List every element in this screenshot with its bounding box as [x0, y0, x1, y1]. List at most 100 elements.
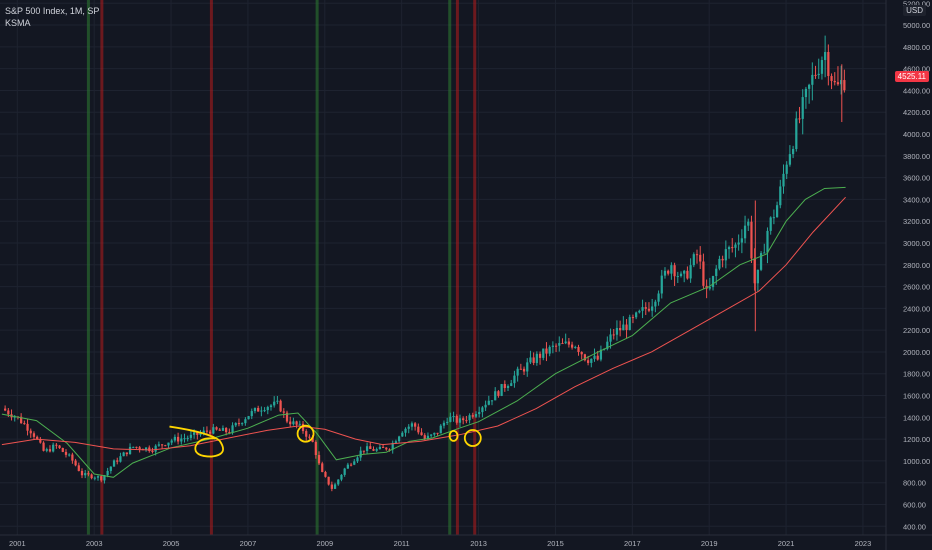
candle-down — [228, 432, 231, 434]
candle-up — [759, 253, 763, 270]
candle-up — [599, 349, 603, 360]
candle-up — [683, 270, 686, 274]
candle-up — [260, 410, 263, 412]
candle-up — [474, 414, 478, 417]
candle-down — [462, 418, 465, 421]
candle-down — [625, 324, 628, 330]
candle-up — [359, 450, 362, 458]
y-tick-label: 1600.00 — [903, 392, 930, 401]
y-tick-label: 4400.00 — [903, 86, 930, 95]
y-tick-label: 1000.00 — [903, 457, 930, 466]
candle-down — [814, 74, 817, 76]
candle-up — [769, 217, 772, 231]
candle-down — [532, 357, 535, 363]
candle-down — [570, 344, 574, 348]
candle-up — [820, 60, 824, 74]
candle-down — [151, 450, 154, 452]
x-tick-label: 2017 — [624, 539, 641, 548]
y-tick-label: 4200.00 — [903, 108, 930, 117]
candle-up — [775, 205, 779, 218]
candle-up — [635, 312, 638, 318]
candle-up — [795, 118, 798, 149]
candle-down — [116, 460, 119, 462]
moving-averages — [1, 186, 846, 478]
candle-up — [109, 466, 112, 471]
candle-down — [497, 391, 500, 396]
candle-up — [718, 258, 721, 269]
candle-down — [289, 421, 292, 425]
candle-up — [526, 362, 529, 372]
candle-up — [551, 345, 554, 347]
y-tick-label: 4000.00 — [903, 130, 930, 139]
candle-down — [833, 80, 836, 83]
candle-up — [808, 84, 811, 89]
currency-label[interactable]: USD — [903, 5, 926, 16]
candle-down — [138, 447, 141, 450]
candle-down — [414, 423, 417, 427]
candle-up — [484, 404, 487, 408]
candle-up — [45, 449, 48, 451]
candle-up — [186, 437, 189, 439]
candle-down — [305, 431, 308, 437]
candle-up — [676, 276, 679, 278]
candle-down — [218, 429, 221, 431]
candle-up — [356, 457, 359, 462]
candle-up — [740, 238, 743, 243]
candle-up — [84, 473, 87, 476]
last-price-tag: 4525.11 — [894, 70, 929, 82]
candle-up — [779, 186, 782, 206]
signal-band-green — [315, 0, 319, 535]
candle-down — [596, 355, 599, 360]
candle-down — [423, 435, 426, 440]
candle-up — [606, 341, 609, 349]
candle-up — [103, 475, 106, 481]
candle-up — [292, 421, 295, 425]
x-tick-label: 2019 — [701, 539, 718, 548]
candle-down — [148, 447, 151, 451]
candle-up — [651, 306, 654, 311]
candle-up — [192, 432, 196, 435]
candle-up — [378, 446, 382, 450]
candle-up — [657, 293, 660, 302]
y-tick-label: 600.00 — [903, 500, 926, 509]
candle-up — [446, 421, 449, 423]
candle-up — [663, 270, 667, 276]
candle-up — [654, 301, 657, 307]
candle-up — [449, 416, 452, 422]
candle-up — [241, 423, 244, 425]
candle-down — [567, 341, 571, 345]
candle-up — [199, 433, 202, 435]
candle-up — [144, 447, 148, 451]
candle-up — [468, 415, 471, 421]
candle-down — [321, 463, 324, 472]
y-tick-label: 1800.00 — [903, 370, 930, 379]
candle-up — [622, 324, 625, 331]
candle-down — [90, 474, 93, 479]
y-tick-label: 3800.00 — [903, 152, 930, 161]
candle-up — [397, 436, 401, 442]
x-tick-label: 2009 — [316, 539, 333, 548]
candle-down — [26, 423, 29, 431]
candle-up — [183, 438, 186, 440]
signal-band-green — [86, 0, 90, 535]
candle-down — [285, 412, 289, 422]
candle-up — [394, 441, 398, 443]
candle-down — [279, 400, 282, 412]
candle-down — [381, 446, 385, 448]
candle-down — [205, 430, 209, 432]
candle-down — [836, 82, 840, 85]
candle-up — [516, 368, 519, 376]
candle-down — [135, 446, 138, 448]
candle-down — [750, 221, 753, 259]
candle-down — [42, 442, 45, 451]
candle-up — [535, 353, 538, 363]
candle-up — [263, 410, 266, 412]
candle-up — [106, 470, 109, 476]
candle-up — [708, 287, 711, 289]
candle-up — [593, 355, 596, 359]
candle-up — [202, 430, 205, 434]
candle-down — [87, 473, 90, 475]
y-tick-label: 400.00 — [903, 522, 926, 531]
candle-down — [721, 258, 724, 261]
